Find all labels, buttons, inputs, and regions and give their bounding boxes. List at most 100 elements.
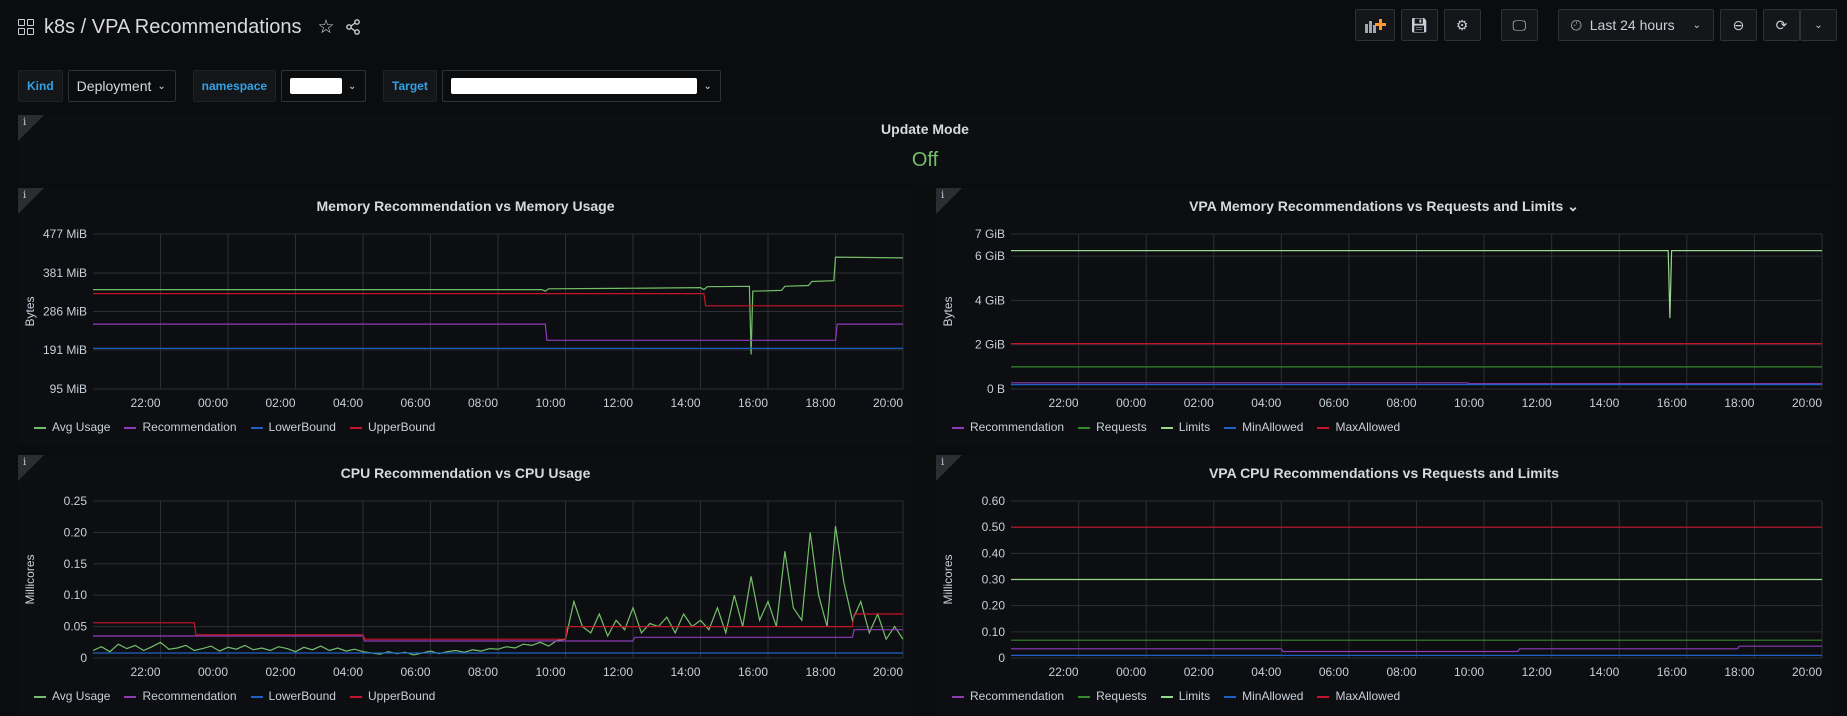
x-tick-label: 14:00: [670, 396, 700, 410]
x-tick-label: 00:00: [1116, 396, 1146, 410]
x-tick-label: 18:00: [805, 665, 835, 679]
y-tick-label: 0.20: [64, 525, 88, 539]
settings-button[interactable]: ⚙: [1443, 9, 1481, 41]
clock-icon: 🕘︎: [1570, 16, 1582, 33]
series-line-recommendation: [1011, 382, 1822, 385]
legend-item-requests[interactable]: Requests: [1078, 420, 1147, 434]
y-tick-label: 191 MiB: [43, 343, 87, 357]
info-icon[interactable]: i: [941, 457, 945, 468]
legend-item-minallowed[interactable]: MinAllowed: [1224, 420, 1303, 434]
legend-swatch: [1160, 426, 1173, 429]
x-tick-label: 10:00: [535, 665, 565, 679]
zoom-out-button[interactable]: ⊖: [1720, 9, 1757, 41]
legend-swatch: [124, 426, 137, 429]
legend-item-limits[interactable]: Limits: [1160, 689, 1211, 703]
legend-item-limits[interactable]: Limits: [1160, 420, 1210, 434]
refresh-interval-dropdown[interactable]: ⌄: [1800, 9, 1837, 41]
legend-item-maxallowed[interactable]: MaxAllowed: [1317, 420, 1400, 434]
legend-item-avg-usage[interactable]: Avg Usage: [34, 420, 110, 434]
x-tick-label: 08:00: [1386, 665, 1416, 679]
chart-plot[interactable]: 0 0.10 0.20 0.30 0.40 0.50 0.60 22:00 00:00 02:00…: [936, 455, 1832, 714]
kind-select[interactable]: Deployment ⌄: [67, 70, 176, 102]
legend-label: UpperBound: [367, 420, 436, 434]
chart-plot[interactable]: 0 0.05 0.10 0.15 0.20 0.25 22:00 00:00 02:00 04:0…: [18, 455, 913, 714]
panel-info-corner[interactable]: [18, 455, 44, 481]
x-tick-label: 16:00: [738, 396, 768, 410]
panel-info-corner[interactable]: [18, 115, 44, 141]
info-icon[interactable]: i: [23, 117, 27, 128]
panel-title[interactable]: VPA Memory Recommendations vs Requests a…: [1189, 198, 1579, 214]
target-select[interactable]: ⌄: [441, 70, 721, 102]
legend-item-recommendation[interactable]: Recommendation: [952, 420, 1064, 434]
x-tick-label: 04:00: [333, 396, 363, 410]
y-tick-label: 0.40: [982, 546, 1006, 560]
refresh-button[interactable]: ⟳: [1763, 9, 1800, 41]
panel-info-corner[interactable]: [18, 188, 44, 214]
redacted-value: [290, 78, 343, 94]
y-tick-label: 381 MiB: [43, 266, 87, 280]
page-title[interactable]: k8s / VPA Recommendations: [44, 15, 302, 38]
chart-plot[interactable]: 95 MiB 191 MiB 286 MiB 381 MiB 477 MiB 22:00 0…: [18, 188, 913, 445]
x-tick-label: 08:00: [468, 396, 498, 410]
legend-item-recommendation[interactable]: Recommendation: [952, 689, 1064, 703]
panel-title[interactable]: VPA CPU Recommendations vs Requests and …: [1208, 465, 1560, 481]
add-panel-button[interactable]: [1354, 9, 1395, 41]
legend-item-maxallowed[interactable]: MaxAllowed: [1317, 689, 1400, 703]
update-mode-title: Update Mode: [881, 121, 969, 137]
time-picker-button[interactable]: 🕘︎ Last 24 hours ⌄: [1557, 9, 1714, 41]
panel-info-corner[interactable]: [936, 455, 962, 481]
chart-plot[interactable]: 0 B 2 GiB 4 GiB 6 GiB 7 GiB 22:00 00:00 02:00 04…: [936, 188, 1832, 445]
legend-item-avg-usage[interactable]: Avg Usage: [34, 689, 110, 703]
x-tick-label: 04:00: [1251, 396, 1281, 410]
legend-label: LowerBound: [268, 420, 336, 434]
legend-swatch: [1160, 695, 1173, 698]
monitor-icon: 🖵︎: [1512, 16, 1526, 33]
legend-label: MinAllowed: [1242, 689, 1304, 703]
legend-item-upperbound[interactable]: UpperBound: [349, 420, 436, 434]
vpa-cpu-panel: i VPA CPU Recommendations vs Requests and…: [936, 455, 1832, 714]
namespace-select[interactable]: ⌄: [281, 70, 367, 102]
legend-swatch: [1224, 426, 1237, 429]
legend-item-requests[interactable]: Requests: [1078, 689, 1147, 703]
y-tick-label: 2 GiB: [975, 338, 1005, 352]
legend-label: Limits: [1178, 689, 1211, 703]
dashboard-grid-icon[interactable]: [18, 19, 34, 35]
x-tick-label: 12:00: [1522, 665, 1552, 679]
save-dashboard-button[interactable]: 💾︎: [1400, 9, 1438, 41]
legend-item-lowerbound[interactable]: LowerBound: [250, 689, 336, 703]
panel-title[interactable]: CPU Recommendation vs CPU Usage: [340, 465, 591, 481]
vpa-memory-panel: i VPA Memory Recommendations vs Requests …: [936, 188, 1832, 445]
tv-mode-button[interactable]: 🖵︎: [1500, 9, 1538, 41]
chart-legend: Avg Usage Recommendation LowerBound UpperBo…: [34, 420, 435, 434]
variables-bar: Kind Deployment ⌄ namespace ⌄ Target ⌄: [18, 70, 733, 102]
legend-item-upperbound[interactable]: UpperBound: [349, 689, 435, 703]
x-tick-label: 02:00: [265, 396, 295, 410]
dashboard-header: k8s / VPA Recommendations ☆: [18, 12, 361, 42]
legend-item-recommendation[interactable]: Recommendation: [124, 689, 237, 703]
x-tick-label: 06:00: [400, 396, 430, 410]
y-tick-label: 4 GiB: [975, 293, 1005, 307]
legend-swatch: [1078, 695, 1091, 698]
info-icon[interactable]: i: [23, 457, 27, 468]
y-tick-label: 0.30: [982, 573, 1006, 587]
time-range-label: Last 24 hours: [1589, 17, 1675, 33]
info-icon[interactable]: i: [23, 190, 27, 201]
legend-item-minallowed[interactable]: MinAllowed: [1224, 689, 1303, 703]
y-tick-label: 477 MiB: [43, 227, 87, 241]
series-line-avg-usage: [93, 256, 904, 355]
panel-info-corner[interactable]: [936, 188, 962, 214]
star-icon[interactable]: ☆: [317, 16, 335, 38]
legend-label: Recommendation: [142, 420, 237, 434]
legend-item-lowerbound[interactable]: LowerBound: [250, 420, 336, 434]
y-tick-label: 0.15: [64, 557, 88, 571]
legend-item-recommendation[interactable]: Recommendation: [124, 420, 237, 434]
legend-swatch: [1317, 426, 1330, 429]
x-tick-label: 20:00: [873, 396, 903, 410]
legend-swatch: [349, 426, 362, 429]
x-tick-label: 04:00: [333, 665, 363, 679]
panel-title[interactable]: Memory Recommendation vs Memory Usage: [316, 198, 615, 214]
legend-swatch: [250, 695, 263, 698]
share-icon[interactable]: [345, 19, 361, 35]
info-icon[interactable]: i: [941, 190, 945, 201]
x-tick-label: 14:00: [1589, 396, 1619, 410]
